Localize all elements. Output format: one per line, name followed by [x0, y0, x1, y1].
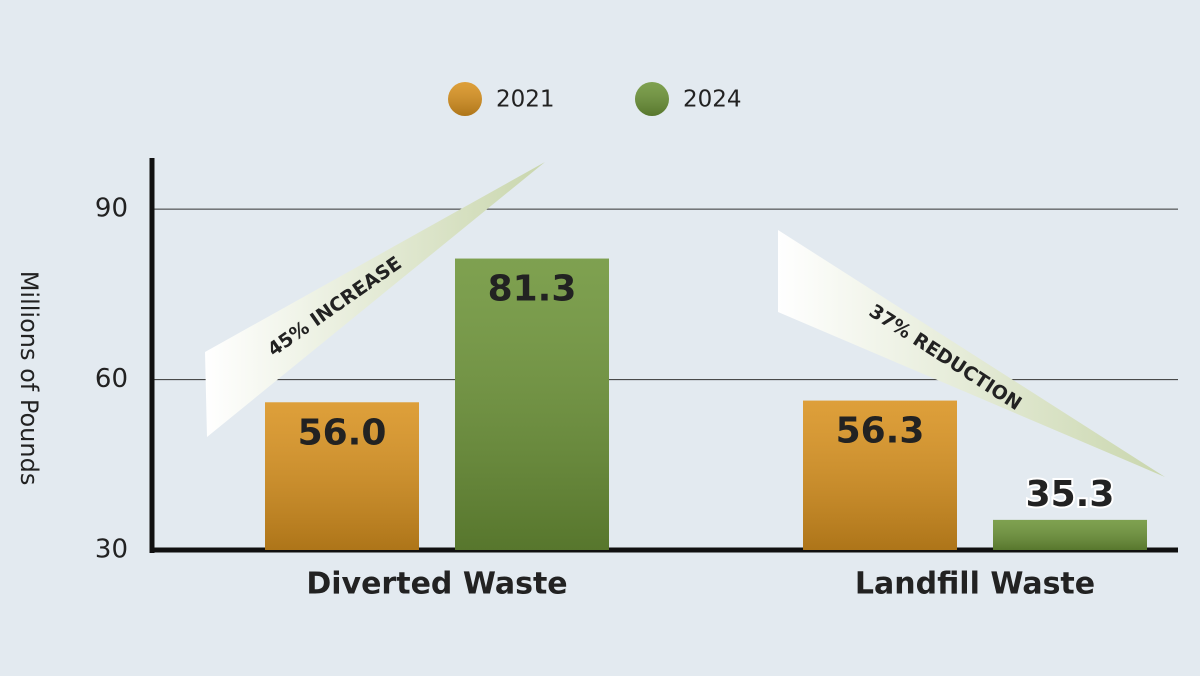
legend-label: 2024: [683, 87, 742, 113]
value-label: 56.0: [298, 412, 387, 453]
bars: Diverted Waste 56.0 81.3 Landfill Waste 56.3…: [265, 258, 1147, 602]
value-label: 35.3: [1026, 474, 1115, 515]
value-label: 56.3: [836, 411, 925, 452]
legend-label: 2021: [496, 87, 555, 113]
y-tick-label: 90: [95, 194, 128, 224]
bar-shade: [803, 400, 957, 550]
value-label: 81.3: [488, 269, 577, 310]
bar-shade: [265, 402, 419, 550]
y-tick-label: 60: [95, 364, 128, 394]
increase-ribbon: [205, 162, 545, 437]
annotation: 45% INCREASE: [264, 252, 406, 361]
legend-swatch-shade: [448, 82, 482, 116]
legend-swatch-shade: [635, 82, 669, 116]
bar-shade: [993, 519, 1147, 550]
reduction-ribbon: [778, 230, 1165, 477]
y-tick-label: 30: [95, 535, 128, 565]
bar-shade: [455, 258, 609, 550]
y-axis-label: Millions of Pounds: [15, 271, 43, 486]
x-tick-label: Diverted Waste: [306, 567, 567, 602]
x-tick-label: Landfill Waste: [855, 567, 1095, 602]
